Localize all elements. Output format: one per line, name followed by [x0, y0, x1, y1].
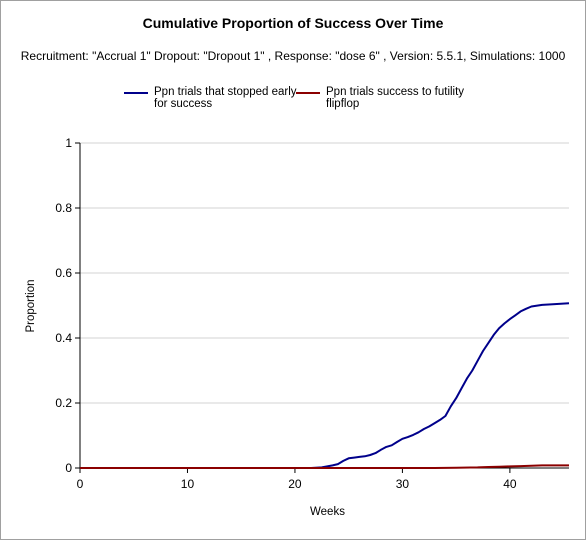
series-line-1 [80, 302, 570, 469]
y-tick-label-1: 0.2 [55, 396, 72, 410]
x-axis-title: Weeks [310, 506, 345, 518]
legend-swatch-series-2 [296, 92, 320, 94]
legend-label-series-2: Ppn trials success to futility flipflop [326, 86, 464, 110]
legend-label-line-2: flipflop [326, 98, 360, 110]
x-tick-label-2: 20 [288, 477, 302, 491]
legend-label-line-2: for success [154, 98, 213, 110]
chart-title: Cumulative Proportion of Success Over Ti… [142, 15, 444, 31]
y-tick-label-4: 0.8 [55, 201, 72, 215]
x-tick-label-0: 0 [77, 477, 84, 491]
legend-label-series-1: Ppn trials that stopped early for succes… [154, 86, 297, 110]
series-line-2 [80, 464, 569, 469]
legend-swatch-series-1 [124, 92, 148, 94]
x-tick-label-3: 30 [396, 477, 410, 491]
legend-label-line-1: Ppn trials success to futility [326, 86, 465, 98]
x-tick-label-1: 10 [181, 477, 195, 491]
y-tick-label-3: 0.6 [55, 266, 72, 280]
y-tick-label-5: 1 [65, 136, 72, 150]
x-tick-label-4: 40 [503, 477, 517, 491]
y-axis-title: Proportion [25, 279, 37, 332]
y-tick-label-2: 0.4 [55, 331, 72, 345]
chart-subtitle: Recruitment: "Accrual 1" Dropout: "Dropo… [20, 49, 566, 63]
y-tick-label-0: 0 [65, 461, 72, 475]
legend-label-line-1: Ppn trials that stopped early [154, 86, 297, 98]
